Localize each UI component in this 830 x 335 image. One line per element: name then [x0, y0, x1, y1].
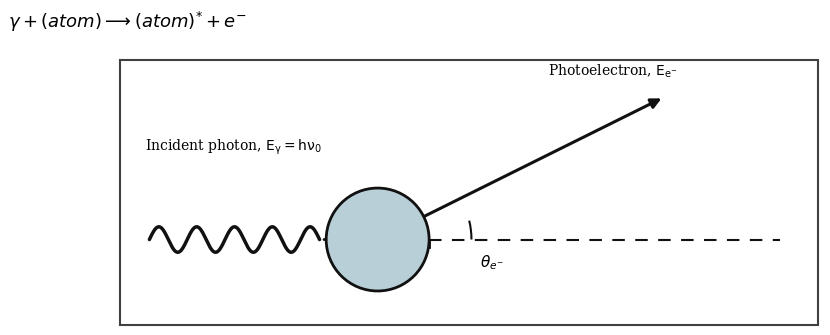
Text: $\gamma + (atom) \longrightarrow (atom)^{*} + e^{-}$: $\gamma + (atom) \longrightarrow (atom)^… [8, 10, 247, 34]
Bar [120, 60, 818, 325]
Text: $\theta_{e^{-}}$: $\theta_{e^{-}}$ [480, 253, 504, 272]
Text: Photoelectron, $\mathrm{E_{e^{-}}}$: Photoelectron, $\mathrm{E_{e^{-}}}$ [548, 63, 677, 80]
Ellipse shape [326, 188, 429, 291]
Text: Incident photon, $\mathrm{E_{\gamma} = h\nu_0}$: Incident photon, $\mathrm{E_{\gamma} = h… [145, 138, 322, 157]
